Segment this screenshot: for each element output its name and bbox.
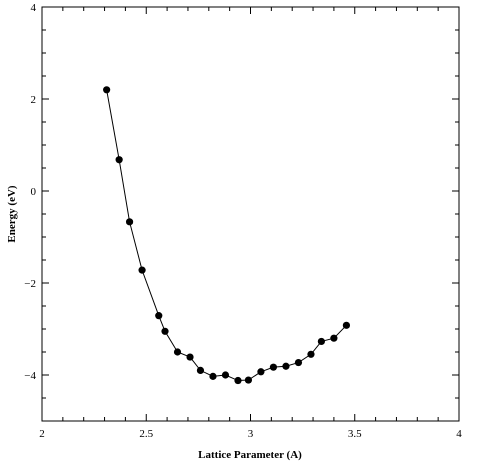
data-point <box>342 321 351 329</box>
y-tick-label: 0 <box>31 186 37 198</box>
y-tick-label: −2 <box>24 278 36 290</box>
y-axis-label: Energy (eV) <box>6 185 18 242</box>
data-point <box>244 376 253 384</box>
y-axis: −4 −2 0 2 4 <box>24 2 459 422</box>
data-point <box>161 327 169 335</box>
data-point <box>294 358 303 367</box>
data-point <box>138 266 146 274</box>
x-tick-label: 3.5 <box>348 428 362 440</box>
data-point <box>282 362 290 370</box>
data-point <box>330 334 338 342</box>
data-point <box>269 363 278 371</box>
data-point <box>196 366 205 374</box>
data-point <box>103 86 111 94</box>
x-axis: 2 2.5 3 3.5 4 <box>39 7 462 440</box>
x-tick-label: 3 <box>248 428 254 440</box>
data-point <box>125 218 134 226</box>
y-tick-label: −4 <box>24 370 36 382</box>
data-point <box>173 348 182 356</box>
y-tick-label: 2 <box>31 94 37 106</box>
plot-frame <box>41 6 460 422</box>
data-point <box>317 337 325 346</box>
data-point <box>234 376 242 385</box>
x-tick-label: 2.5 <box>139 428 153 440</box>
data-point <box>307 350 315 358</box>
data-point <box>155 312 163 320</box>
series-line <box>106 89 347 382</box>
x-tick-label: 4 <box>456 428 462 440</box>
data-point <box>115 156 123 164</box>
data-point <box>209 372 217 380</box>
plot-area <box>41 6 460 422</box>
x-axis-label: Lattice Parameter (A) <box>198 449 302 461</box>
data-point <box>257 368 265 376</box>
data-point <box>186 353 194 361</box>
data-point <box>221 371 230 379</box>
x-tick-label: 2 <box>39 428 45 440</box>
y-tick-label: 4 <box>31 2 37 14</box>
